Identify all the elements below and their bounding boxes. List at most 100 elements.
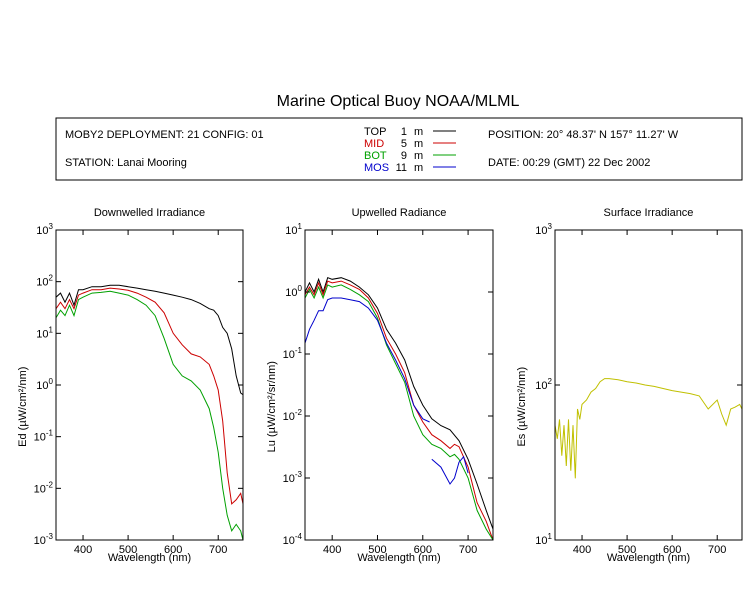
y-tick-exponent: -1 xyxy=(46,429,54,438)
x-tick-label: 400 xyxy=(573,544,591,556)
series-line-mos xyxy=(305,297,430,423)
position-label: POSITION: 20° 48.37' N 157° 11.27' W xyxy=(488,129,679,141)
y-tick-label: 102 xyxy=(36,274,53,289)
panel-title: Upwelled Radiance xyxy=(352,207,447,219)
chart-title: Marine Optical Buoy NOAA/MLML xyxy=(277,93,520,110)
plot-frame xyxy=(55,229,244,541)
series-group xyxy=(555,378,742,479)
series-line-mos xyxy=(431,455,469,485)
x-tick-label: 400 xyxy=(323,544,341,556)
y-tick-exponent: 2 xyxy=(49,274,54,283)
series-line-es xyxy=(555,378,742,479)
legend-depth: 11 xyxy=(396,162,407,174)
y-axis-label: Es (µW/cm²/nm) xyxy=(516,367,528,447)
y-tick-exponent: 3 xyxy=(49,222,54,231)
y-tick-label: 10-2 xyxy=(283,408,303,423)
y-tick-base: 10 xyxy=(535,225,547,237)
y-tick-exponent: 0 xyxy=(49,377,54,386)
x-axis-label: Wavelength (nm) xyxy=(357,552,440,564)
y-tick-label: 100 xyxy=(285,284,302,299)
x-tick-label: 400 xyxy=(74,544,92,556)
legend-unit: m xyxy=(414,138,423,150)
y-tick-label: 10-4 xyxy=(283,532,303,547)
legend-entry-bot: BOT 9 m xyxy=(364,150,456,162)
y-axis-label: Lu (µW/cm²/sr/nm) xyxy=(266,361,278,452)
legend-name: BOT xyxy=(364,150,387,162)
panel-title: Surface Irradiance xyxy=(604,207,694,219)
x-tick-label: 700 xyxy=(708,544,726,556)
legend-entry-top: TOP 1 m xyxy=(364,126,456,138)
x-tick-label: 500 xyxy=(119,544,137,556)
y-tick-label: 10-1 xyxy=(283,346,303,361)
y-tick-base: 10 xyxy=(283,411,295,423)
series-line-mid xyxy=(305,280,493,540)
x-tick-label: 500 xyxy=(368,544,386,556)
y-tick-base: 10 xyxy=(34,535,46,547)
y-tick-exponent: -3 xyxy=(46,532,54,541)
legend-entry-mos: MOS 11 m xyxy=(364,162,456,174)
plot-frame xyxy=(554,229,743,541)
y-tick-base: 10 xyxy=(36,225,48,237)
y-tick-exponent: 1 xyxy=(298,222,303,231)
y-tick-base: 10 xyxy=(36,277,48,289)
y-tick-label: 101 xyxy=(535,532,552,547)
legend-name: MID xyxy=(364,138,384,150)
x-axis-label: Wavelength (nm) xyxy=(108,552,191,564)
y-tick-base: 10 xyxy=(34,432,46,444)
y-axis-label: Ed (µW/cm²/nm) xyxy=(17,367,29,447)
legend-depth: 5 xyxy=(401,138,407,150)
x-tick-label: 600 xyxy=(414,544,432,556)
legend-depth: 9 xyxy=(401,150,407,162)
panel-surface-irradiance: Surface Irradiance 400 500 600 700 Wavelength… xyxy=(516,207,743,564)
deployment-label: MOBY2 DEPLOYMENT: 21 CONFIG: 01 xyxy=(65,129,264,141)
y-tick-base: 10 xyxy=(535,535,547,547)
legend-unit: m xyxy=(414,150,423,162)
legend-entry-mid: MID 5 m xyxy=(364,138,456,150)
y-tick-label: 10-2 xyxy=(34,480,54,495)
chart-panels: Downwelled Irradiance 400 500 600 700 Wavelen… xyxy=(17,207,743,564)
panel-upwelled-radiance: Upwelled Radiance 400 500 600 700 Wavelength … xyxy=(266,207,494,564)
y-tick-base: 10 xyxy=(283,473,295,485)
series-line-bot xyxy=(305,284,493,540)
station-label: STATION: Lanai Mooring xyxy=(65,157,187,169)
x-axis-label: Wavelength (nm) xyxy=(607,552,690,564)
y-tick-label: 103 xyxy=(36,222,53,237)
y-tick-label: 10-3 xyxy=(34,532,54,547)
legend-name: TOP xyxy=(364,126,386,138)
series-line-bot xyxy=(56,290,243,540)
y-tick-label: 10-1 xyxy=(34,429,54,444)
panel-title: Downwelled Irradiance xyxy=(94,207,205,219)
y-tick-exponent: -2 xyxy=(295,408,303,417)
y-tick-exponent: 2 xyxy=(548,377,553,386)
y-tick-label: 10-3 xyxy=(283,470,303,485)
legend-unit: m xyxy=(414,126,423,138)
y-tick-exponent: 0 xyxy=(298,284,303,293)
legend-unit: m xyxy=(414,162,423,174)
y-tick-label: 103 xyxy=(535,222,552,237)
y-tick-exponent: 3 xyxy=(548,222,553,231)
series-group xyxy=(305,277,493,540)
x-tick-label: 600 xyxy=(164,544,182,556)
y-tick-base: 10 xyxy=(34,483,46,495)
info-box xyxy=(55,117,743,181)
y-tick-base: 10 xyxy=(283,349,295,361)
panel-downwelled-irradiance: Downwelled Irradiance 400 500 600 700 Wavelen… xyxy=(17,207,244,564)
legend-name: MOS xyxy=(364,162,389,174)
date-label: DATE: 00:29 (GMT) 22 Dec 2002 xyxy=(488,157,650,169)
y-tick-exponent: -3 xyxy=(295,470,303,479)
series-line-top xyxy=(305,277,493,530)
y-tick-exponent: -2 xyxy=(46,480,54,489)
x-tick-label: 700 xyxy=(459,544,477,556)
plot-frame xyxy=(304,229,494,541)
y-tick-exponent: 1 xyxy=(548,532,553,541)
y-tick-base: 10 xyxy=(285,225,297,237)
y-tick-base: 10 xyxy=(36,380,48,392)
series-group xyxy=(56,284,243,540)
y-tick-exponent: -4 xyxy=(295,532,303,541)
y-tick-base: 10 xyxy=(535,380,547,392)
series-line-mid xyxy=(56,287,243,505)
y-tick-label: 101 xyxy=(285,222,302,237)
legend-depth: 1 xyxy=(401,126,407,138)
series-line-top xyxy=(56,284,243,396)
